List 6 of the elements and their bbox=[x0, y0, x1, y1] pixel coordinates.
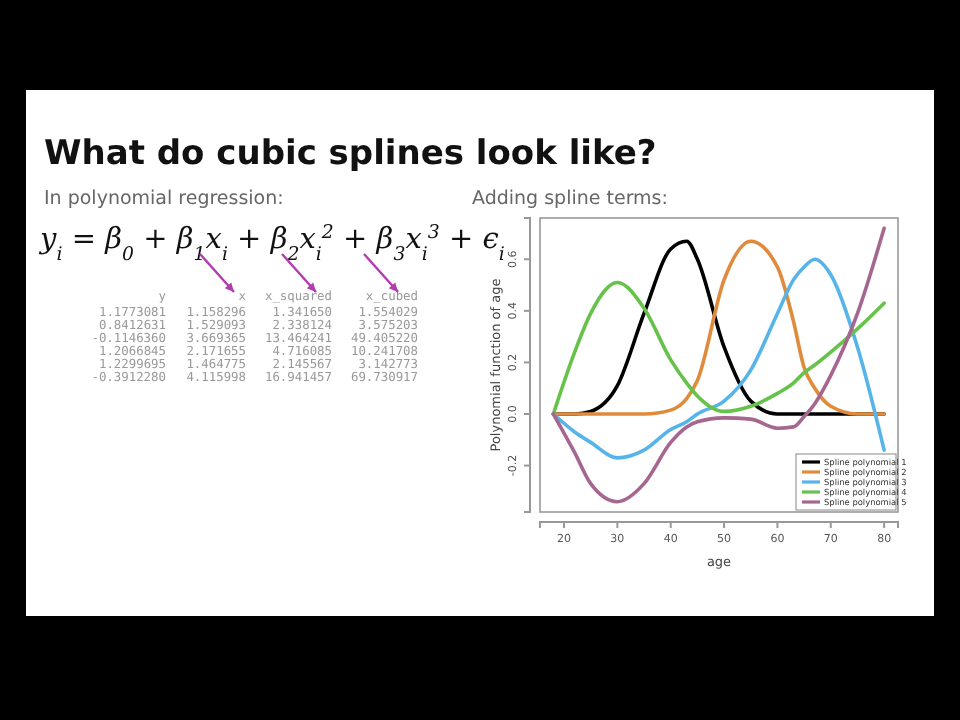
text: y$_{i}$ = β$_{0}$ + β$_{1}$x$_{i}$ + β$_{2}$x$_{i}$$^{2}$ + β$_{3}$x$_{i}$$^{3}$ + ϵ$_{i}$ bbox=[40, 221, 505, 265]
text: In polynomial regression: bbox=[44, 188, 284, 210]
text: Adding spline terms: bbox=[472, 188, 668, 210]
chart-title: What do cubic splines look like? bbox=[44, 134, 657, 174]
line-series bbox=[551, 280, 886, 416]
line-series bbox=[551, 257, 886, 460]
